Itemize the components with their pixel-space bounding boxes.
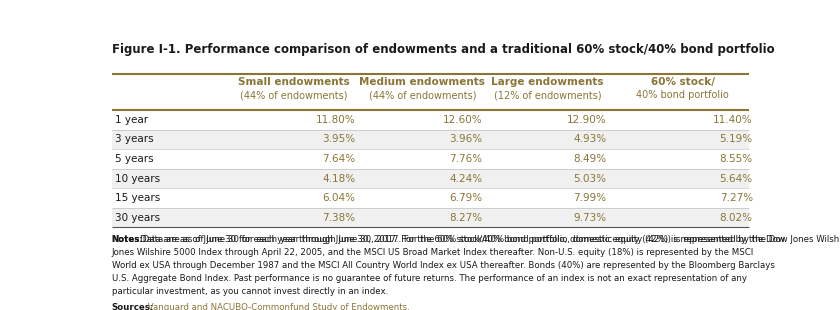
Text: 7.64%: 7.64%: [323, 154, 355, 164]
Bar: [112, 169, 749, 188]
Text: 4.93%: 4.93%: [573, 134, 606, 144]
Text: 60% stock/: 60% stock/: [651, 77, 715, 87]
Text: 4.24%: 4.24%: [449, 174, 482, 184]
Text: Notes:: Notes:: [112, 235, 144, 244]
Bar: [112, 110, 749, 130]
Text: 11.40%: 11.40%: [713, 115, 753, 125]
Text: Medium endowments: Medium endowments: [360, 77, 486, 87]
Text: 8.02%: 8.02%: [720, 213, 753, 223]
Text: 10 years: 10 years: [115, 174, 160, 184]
Text: U.S. Aggregate Bond Index. Past performance is no guarantee of future returns. T: U.S. Aggregate Bond Index. Past performa…: [112, 274, 747, 283]
Bar: [112, 130, 749, 149]
Text: World ex USA through December 1987 and the MSCI All Country World Index ex USA t: World ex USA through December 1987 and t…: [112, 261, 774, 270]
Text: Small endowments: Small endowments: [238, 77, 349, 87]
Text: 5.03%: 5.03%: [573, 174, 606, 184]
Bar: [112, 208, 749, 228]
Text: particular investment, as you cannot invest directly in an index.: particular investment, as you cannot inv…: [112, 287, 388, 296]
Text: 8.55%: 8.55%: [720, 154, 753, 164]
Text: Sources:: Sources:: [112, 303, 154, 310]
Bar: [112, 149, 749, 169]
Text: 4.18%: 4.18%: [323, 174, 355, 184]
Text: 6.04%: 6.04%: [323, 193, 355, 203]
Text: 6.79%: 6.79%: [449, 193, 482, 203]
Text: Figure I-1. Performance comparison of endowments and a traditional 60% stock/40%: Figure I-1. Performance comparison of en…: [112, 43, 774, 56]
Text: 3.95%: 3.95%: [323, 134, 355, 144]
Text: Data are as of June 30 for each year through June 30, 2017. For the 60% stock/40: Data are as of June 30 for each year thr…: [140, 235, 785, 244]
Text: 5.64%: 5.64%: [720, 174, 753, 184]
Text: 9.73%: 9.73%: [573, 213, 606, 223]
Text: (44% of endowments): (44% of endowments): [240, 91, 348, 100]
Text: 30 years: 30 years: [115, 213, 160, 223]
Text: 8.49%: 8.49%: [573, 154, 606, 164]
Text: 15 years: 15 years: [115, 193, 160, 203]
Text: Vanguard and NACUBO-Commonfund Study of Endowments.: Vanguard and NACUBO-Commonfund Study of …: [145, 303, 410, 310]
Text: Large endowments: Large endowments: [491, 77, 604, 87]
Text: 7.76%: 7.76%: [449, 154, 482, 164]
Text: 40% bond portfolio: 40% bond portfolio: [637, 91, 729, 100]
Text: 1 year: 1 year: [115, 115, 148, 125]
Text: Jones Wilshire 5000 Index through April 22, 2005, and the MSCI US Broad Market I: Jones Wilshire 5000 Index through April …: [112, 248, 753, 257]
Text: 3.96%: 3.96%: [449, 134, 482, 144]
Text: 7.38%: 7.38%: [323, 213, 355, 223]
Text: (44% of endowments): (44% of endowments): [369, 91, 476, 100]
Text: 5.19%: 5.19%: [720, 134, 753, 144]
Text: 12.60%: 12.60%: [443, 115, 482, 125]
Text: 5 years: 5 years: [115, 154, 154, 164]
Text: 7.99%: 7.99%: [573, 193, 606, 203]
Text: Notes:: Notes:: [112, 235, 144, 244]
Text: 8.27%: 8.27%: [449, 213, 482, 223]
Text: 3 years: 3 years: [115, 134, 154, 144]
Text: Data are as of June 30 for each year through June 30, 2017. For the 60% stock/40: Data are as of June 30 for each year thr…: [140, 235, 840, 244]
Text: (12% of endowments): (12% of endowments): [494, 91, 601, 100]
Text: 7.27%: 7.27%: [720, 193, 753, 203]
Bar: [112, 188, 749, 208]
Text: 12.90%: 12.90%: [567, 115, 606, 125]
Text: 11.80%: 11.80%: [316, 115, 355, 125]
